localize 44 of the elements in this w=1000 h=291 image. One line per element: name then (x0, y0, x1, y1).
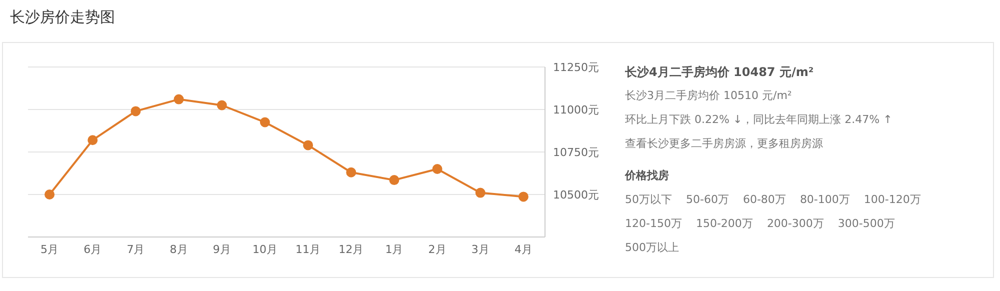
text: 价格找房 (625, 168, 670, 184)
point (518, 192, 528, 202)
x-tick-label: 1月 (385, 242, 404, 256)
x-tick-label: 12月 (338, 242, 364, 256)
text: 300-500万 (838, 216, 895, 232)
y-tick-label: 11000元 (553, 103, 599, 116)
text: 150-200万 (696, 216, 753, 232)
text: 查看长沙更多二手房房源，更多租房房源 (625, 136, 824, 152)
x-tick-label: 4月 (514, 242, 532, 256)
point (475, 188, 486, 198)
text: 50万以下 (625, 192, 672, 208)
text: 环比上月下跌 0.22% ↓，同比去年同期上涨 2.47% ↑ (625, 112, 894, 128)
x-tick-label: 3月 (471, 242, 490, 256)
text: 80-100万 (800, 192, 850, 208)
point (44, 190, 55, 200)
point (174, 94, 184, 104)
text: 120-150万 (625, 216, 682, 232)
text: 200-300万 (766, 216, 824, 232)
text: 100-120万 (864, 192, 921, 208)
point (260, 117, 270, 128)
x-tick-label: 6月 (84, 242, 102, 256)
text: 60-80万 (742, 192, 786, 208)
point (88, 135, 98, 146)
x-tick-label: 9月 (212, 242, 231, 256)
x-tick-label: 8月 (170, 242, 188, 256)
y-tick-label: 11250元 (553, 60, 599, 74)
x-tick-label: 2月 (428, 242, 446, 256)
text: 长沙3月二手房均价 10510 元/m² (625, 88, 793, 104)
y-tick-label: 10500元 (553, 188, 599, 202)
point (130, 106, 141, 116)
point (303, 140, 314, 150)
point (216, 100, 227, 110)
text: 500万以上 (625, 240, 679, 256)
text: 长沙4月二手房均价 10487 元/m² (625, 64, 815, 81)
point (389, 175, 400, 186)
x-tick-label: 5月 (40, 242, 59, 256)
point (432, 164, 442, 174)
chart-title: 长沙房价走势图 (10, 8, 115, 27)
point (346, 167, 356, 178)
x-tick-label: 11月 (296, 242, 321, 256)
x-tick-label: 10月 (252, 242, 278, 256)
text: 50-60万 (686, 192, 729, 208)
y-tick-label: 10750元 (553, 146, 599, 159)
x-tick-label: 7月 (126, 242, 145, 256)
